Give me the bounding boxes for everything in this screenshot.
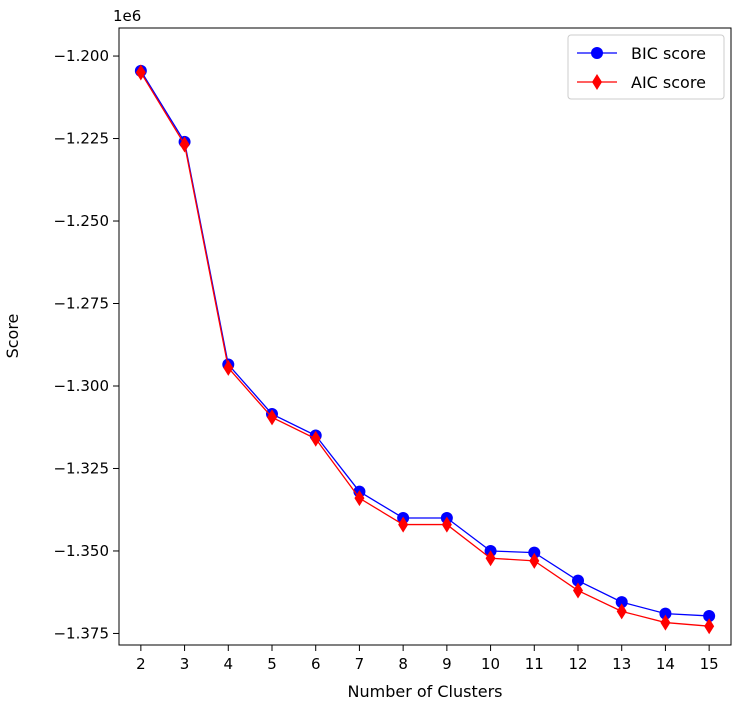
aic-point [398, 516, 409, 533]
x-tick-label: 7 [355, 655, 365, 673]
y-tick-label: −1.225 [53, 130, 109, 148]
x-tick-label: 12 [568, 655, 587, 673]
x-tick-label: 8 [398, 655, 408, 673]
legend-bic-marker [591, 47, 603, 59]
legend-aic-label: AIC score [631, 73, 706, 92]
x-tick-label: 4 [224, 655, 234, 673]
legend-aic-marker [592, 74, 602, 90]
y-tick-label: −1.200 [53, 47, 109, 65]
x-tick-label: 13 [612, 655, 631, 673]
aic-point [179, 136, 190, 153]
y-tick-label: −1.300 [53, 377, 109, 395]
aic-point [529, 552, 540, 569]
plot-area [118, 27, 732, 646]
bic-point [615, 596, 628, 609]
bic-point [659, 607, 672, 620]
series-layer [134, 64, 716, 635]
aic-point [441, 516, 452, 533]
y-tick-label: −1.375 [53, 624, 109, 642]
y-tick-label: −1.275 [53, 295, 109, 313]
y-axis-label: Score [3, 314, 22, 359]
aic-point [267, 409, 277, 426]
aic-point [616, 603, 627, 620]
bic-series-line [140, 70, 710, 617]
legend-bic-label: BIC score [631, 44, 706, 63]
aic-series-line [140, 72, 710, 627]
y-tick-label: −1.250 [53, 212, 109, 230]
aic-point [354, 490, 365, 507]
x-tick-label: 9 [442, 655, 452, 673]
aic-point [135, 64, 146, 81]
bic-point [528, 546, 541, 559]
x-tick-label: 15 [700, 655, 719, 673]
y-tick-label: −1.350 [53, 542, 109, 560]
bic-point [703, 609, 716, 622]
aic-point [660, 614, 671, 631]
x-tick-label: 14 [656, 655, 675, 673]
legend: BIC score AIC score [567, 34, 725, 100]
legend-frame [567, 34, 725, 100]
x-tick-label: 10 [481, 655, 500, 673]
bic-point [572, 574, 584, 587]
y-offset-label: 1e6 [113, 7, 141, 25]
x-tick-label: 3 [180, 655, 190, 673]
x-axis-label: Number of Clusters [348, 682, 503, 701]
aic-point [704, 618, 715, 635]
aic-point [223, 359, 234, 376]
aic-point [310, 430, 321, 447]
x-axis: 2 3 4 5 6 7 8 9 10 11 12 13 14 15 [136, 645, 719, 673]
x-tick-label: 11 [525, 655, 544, 673]
x-tick-label: 5 [267, 655, 277, 673]
y-tick-label: −1.325 [53, 459, 109, 477]
aic-point [485, 550, 496, 567]
x-tick-label: 6 [311, 655, 321, 673]
x-tick-label: 2 [136, 655, 146, 673]
aic-point [573, 582, 583, 599]
y-axis: −1.200 −1.225 −1.250 −1.275 −1.300 −1.325 −1.3… [53, 47, 119, 642]
